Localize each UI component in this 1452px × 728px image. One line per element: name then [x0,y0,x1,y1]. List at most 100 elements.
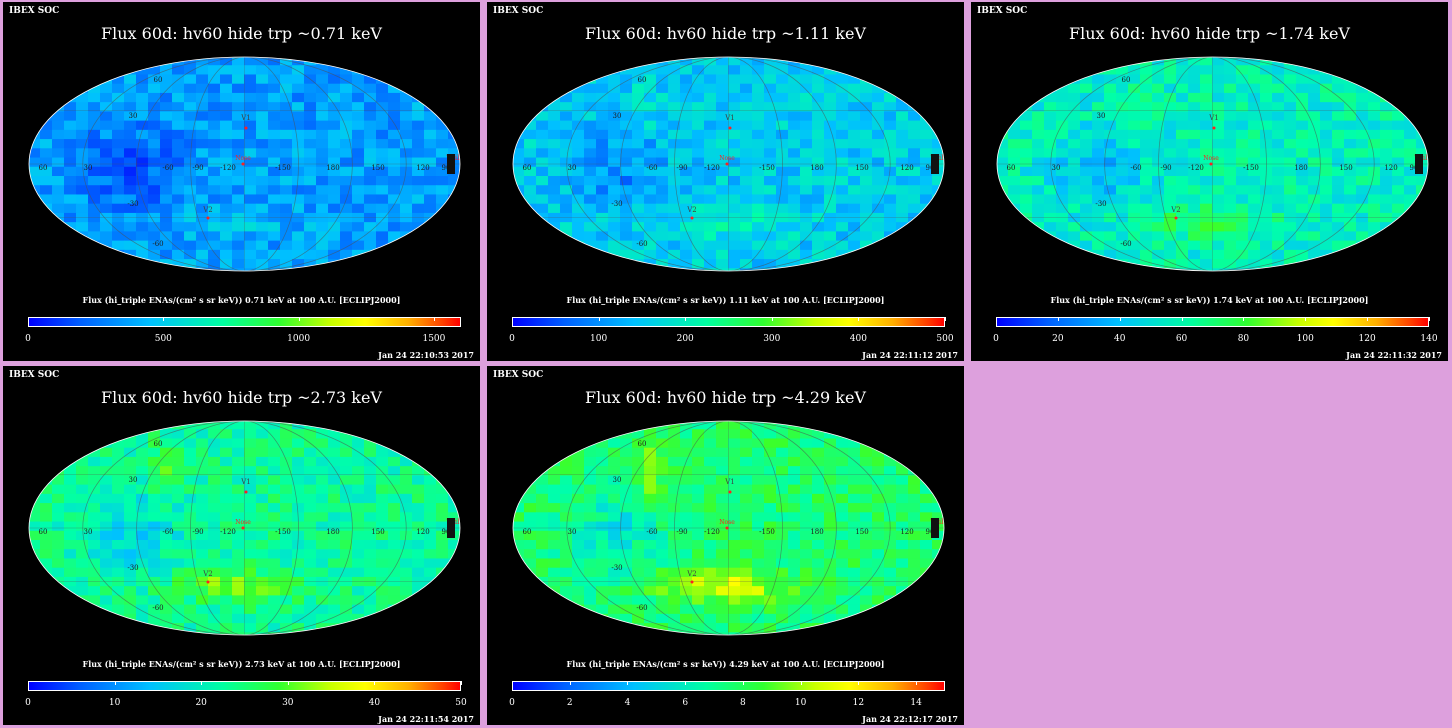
map-marker [690,216,694,220]
map-label: -60 [162,528,173,536]
colorbar-tick-mark [1243,317,1245,321]
map-label: 30 [1052,164,1061,172]
map-label: -60 [646,164,657,172]
map-label: -150 [759,528,775,536]
sky-map: 60 30 -60 -90 -120 -150 180 150 120 90 60 30 -30 -60 V… [512,56,945,272]
colorbar-tick-mark [685,317,687,321]
map-label: 60 [638,440,647,448]
map-label: 60 [154,76,163,84]
no-data-gap [447,518,455,538]
colorbar-tick-label: 20 [195,698,207,708]
map-marker [206,216,210,220]
map-label: -120 [704,164,720,172]
map-label: 150 [855,164,868,172]
colorbar-tick-mark [1181,317,1183,321]
flux-map-panel: IBEX SOC Flux 60d: hv60 hide trp ~0.71 ke… [3,2,480,361]
colorbar-tick-label: 500 [154,334,172,344]
map-label: 90 [1410,164,1419,172]
map-marker [241,526,245,530]
colorbar [512,681,945,691]
map-label: -60 [636,604,647,612]
colorbar-tick-mark [771,317,773,321]
map-label: -90 [192,528,203,536]
map-label: -120 [704,528,720,536]
colorbar-tick-label: 0 [993,334,999,344]
map-label: V2 [202,206,213,214]
panel-title: Flux 60d: hv60 hide trp ~1.11 keV [585,24,866,43]
colorbar-tick-label: 12 [852,698,865,708]
map-label: 90 [926,164,935,172]
colorbar-tick-mark [374,681,376,685]
map-label: 150 [371,164,384,172]
colorbar-tick-mark [858,681,860,685]
colorbar-tick-mark [512,681,513,685]
colorbar-tick-label: 120 [1358,334,1376,344]
map-label: 150 [855,528,868,536]
map-marker [1209,162,1213,166]
colorbar-tick-mark [28,317,29,321]
map-label: 180 [326,528,339,536]
map-label: -60 [152,240,163,248]
colorbar [28,317,461,327]
map-marker [690,580,694,584]
colorbar-tick-label: 0 [25,698,31,708]
map-label: -60 [162,164,173,172]
colorbar-tick-label: 40 [368,698,381,708]
colorbar-tick-label: 100 [590,334,608,344]
colorbar-units: Flux (hi_triple ENAs/(cm² s sr keV)) 1.1… [566,295,885,305]
map-label: -90 [192,164,203,172]
colorbar-tick-mark [800,681,802,685]
map-label: 180 [1294,164,1307,172]
colorbar-tick-label: 0 [509,698,515,708]
colorbar-tick-mark [163,317,165,321]
map-label: V1 [724,478,735,486]
map-label: 120 [900,164,913,172]
map-label: 30 [129,112,138,120]
map-label: 60 [523,164,532,172]
map-label: 60 [154,440,163,448]
map-label: -60 [1120,240,1131,248]
colorbar-units: Flux (hi_triple ENAs/(cm² s sr keV)) 0.7… [82,295,401,305]
map-marker [244,126,248,130]
sky-map: 60 30 -60 -90 -120 -150 180 150 120 90 60 30 -30 -60 V… [28,420,461,636]
panel-title: Flux 60d: hv60 hide trp ~1.74 keV [1069,24,1350,43]
map-label: 120 [900,528,913,536]
no-data-gap [447,154,455,174]
colorbar-tick-mark [201,681,203,685]
map-label: -60 [636,240,647,248]
colorbar-tick-label: 140 [1420,334,1438,344]
map-label: 60 [39,528,48,536]
org-label: IBEX SOC [9,6,60,16]
colorbar [512,317,945,327]
map-label: -90 [676,164,687,172]
timestamp: Jan 24 22:10:53 2017 [378,350,474,360]
colorbar-tick-label: 1500 [422,334,446,344]
map-marker [206,580,210,584]
colorbar-tick-mark [28,681,29,685]
colorbar-tick-label: 50 [455,698,467,708]
colorbar-tick-label: 0 [509,334,515,344]
map-label: V1 [240,478,251,486]
map-label: 60 [523,528,532,536]
colorbar-tick-label: 60 [1175,334,1188,344]
map-label: Nose [235,155,251,162]
colorbar [996,317,1429,327]
colorbar-tick-mark [1429,317,1430,321]
flux-map-panel: IBEX SOC Flux 60d: hv60 hide trp ~1.11 ke… [487,2,964,361]
flux-map-panel: IBEX SOC Flux 60d: hv60 hide trp ~2.73 ke… [3,366,480,725]
map-label: 30 [84,164,93,172]
sky-map: 60 30 -60 -90 -120 -150 180 150 120 90 60 30 -30 -60 V… [996,56,1429,272]
colorbar-tick-mark [298,317,300,321]
map-marker [244,490,248,494]
map-label: 60 [39,164,48,172]
colorbar-tick-label: 4 [624,698,631,708]
colorbar-units: Flux (hi_triple ENAs/(cm² s sr keV)) 1.7… [1050,295,1369,305]
map-label: -60 [152,604,163,612]
colorbar-tick-label: 80 [1237,334,1250,344]
org-label: IBEX SOC [493,370,544,380]
colorbar-tick-label: 40 [1113,334,1126,344]
colorbar-tick-mark [1119,317,1121,321]
map-marker [725,162,729,166]
map-label: Nose [719,155,735,162]
colorbar-tick-label: 200 [676,334,694,344]
